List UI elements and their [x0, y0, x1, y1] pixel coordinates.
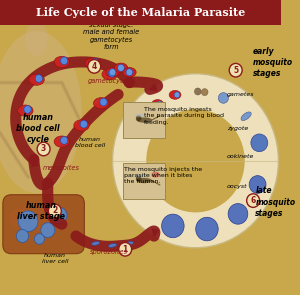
- Ellipse shape: [94, 98, 109, 109]
- Circle shape: [37, 142, 50, 156]
- Circle shape: [194, 88, 201, 95]
- Text: merozoites: merozoites: [43, 165, 80, 171]
- Ellipse shape: [134, 114, 146, 117]
- Ellipse shape: [25, 21, 48, 56]
- Circle shape: [251, 134, 268, 152]
- Text: oocyst: oocyst: [227, 184, 247, 189]
- Ellipse shape: [123, 68, 136, 77]
- Text: Life Cycle of the Malaria Parasite: Life Cycle of the Malaria Parasite: [36, 7, 245, 18]
- Circle shape: [16, 230, 29, 242]
- Ellipse shape: [54, 56, 70, 68]
- Circle shape: [174, 92, 180, 98]
- Circle shape: [196, 217, 218, 241]
- Text: gametes: gametes: [227, 92, 254, 97]
- Text: 5: 5: [233, 66, 238, 75]
- Circle shape: [157, 101, 162, 107]
- Polygon shape: [152, 229, 158, 236]
- Circle shape: [92, 58, 99, 66]
- Circle shape: [119, 242, 132, 256]
- Circle shape: [51, 207, 67, 224]
- Text: sporozoites: sporozoites: [90, 249, 128, 255]
- Ellipse shape: [29, 74, 44, 85]
- Polygon shape: [150, 84, 157, 91]
- Circle shape: [41, 223, 55, 237]
- Text: gametocytes: gametocytes: [88, 78, 131, 84]
- FancyBboxPatch shape: [0, 0, 281, 25]
- Text: 4: 4: [92, 62, 97, 71]
- Ellipse shape: [8, 205, 59, 232]
- Text: The mosquito injects the
parasite when it bites
the human.: The mosquito injects the parasite when i…: [124, 167, 202, 184]
- Circle shape: [146, 109, 245, 212]
- Text: human
blood cell: human blood cell: [75, 137, 105, 148]
- Circle shape: [247, 194, 260, 207]
- Circle shape: [88, 60, 101, 73]
- Circle shape: [35, 75, 43, 82]
- Circle shape: [118, 64, 124, 71]
- Ellipse shape: [108, 244, 117, 247]
- Ellipse shape: [136, 117, 152, 123]
- Ellipse shape: [152, 99, 164, 108]
- Circle shape: [136, 115, 142, 121]
- Circle shape: [48, 204, 61, 218]
- Ellipse shape: [74, 120, 89, 131]
- Text: human
liver stage: human liver stage: [17, 201, 65, 221]
- Ellipse shape: [151, 172, 160, 178]
- Text: zygote: zygote: [227, 126, 248, 131]
- Circle shape: [80, 120, 88, 128]
- Polygon shape: [32, 159, 38, 166]
- Text: late
mosquito
stages: late mosquito stages: [255, 186, 296, 218]
- Ellipse shape: [135, 117, 147, 125]
- Circle shape: [229, 63, 242, 77]
- Ellipse shape: [85, 58, 100, 69]
- Text: ookinete: ookinete: [227, 154, 254, 159]
- Circle shape: [136, 176, 142, 182]
- FancyBboxPatch shape: [3, 195, 84, 254]
- Ellipse shape: [134, 174, 146, 177]
- Circle shape: [126, 69, 133, 76]
- Ellipse shape: [18, 105, 33, 116]
- Ellipse shape: [169, 91, 181, 99]
- Ellipse shape: [114, 63, 128, 73]
- FancyBboxPatch shape: [123, 163, 165, 199]
- Text: 2: 2: [52, 206, 58, 215]
- Circle shape: [112, 74, 278, 248]
- Ellipse shape: [54, 136, 70, 147]
- Circle shape: [249, 176, 266, 193]
- Ellipse shape: [125, 242, 134, 245]
- FancyBboxPatch shape: [123, 102, 165, 138]
- Text: human
blood cell
cycle: human blood cell cycle: [16, 113, 60, 144]
- Circle shape: [218, 93, 229, 103]
- Ellipse shape: [102, 69, 117, 80]
- Text: early
mosquito
stages: early mosquito stages: [253, 47, 293, 78]
- Text: 6: 6: [250, 196, 256, 205]
- Circle shape: [61, 57, 68, 65]
- Circle shape: [100, 98, 107, 106]
- Text: The mosquito ingests
the parasite during blood
feeding.: The mosquito ingests the parasite during…: [144, 107, 224, 124]
- Text: 1: 1: [122, 245, 128, 254]
- Circle shape: [24, 106, 31, 113]
- Circle shape: [61, 137, 68, 144]
- Circle shape: [162, 214, 184, 238]
- Text: 3: 3: [41, 145, 46, 153]
- Circle shape: [108, 69, 116, 77]
- Ellipse shape: [136, 178, 152, 183]
- Circle shape: [34, 234, 44, 244]
- Circle shape: [18, 211, 38, 232]
- Ellipse shape: [241, 112, 251, 121]
- Ellipse shape: [106, 68, 119, 77]
- Circle shape: [140, 118, 146, 124]
- Circle shape: [201, 88, 208, 96]
- Circle shape: [109, 69, 116, 76]
- Text: human
liver cell: human liver cell: [42, 253, 68, 264]
- Circle shape: [228, 204, 248, 224]
- Text: sexual stage:
male and female
gametocytes
form: sexual stage: male and female gametocyte…: [83, 22, 139, 50]
- Ellipse shape: [92, 242, 100, 245]
- Ellipse shape: [0, 31, 82, 193]
